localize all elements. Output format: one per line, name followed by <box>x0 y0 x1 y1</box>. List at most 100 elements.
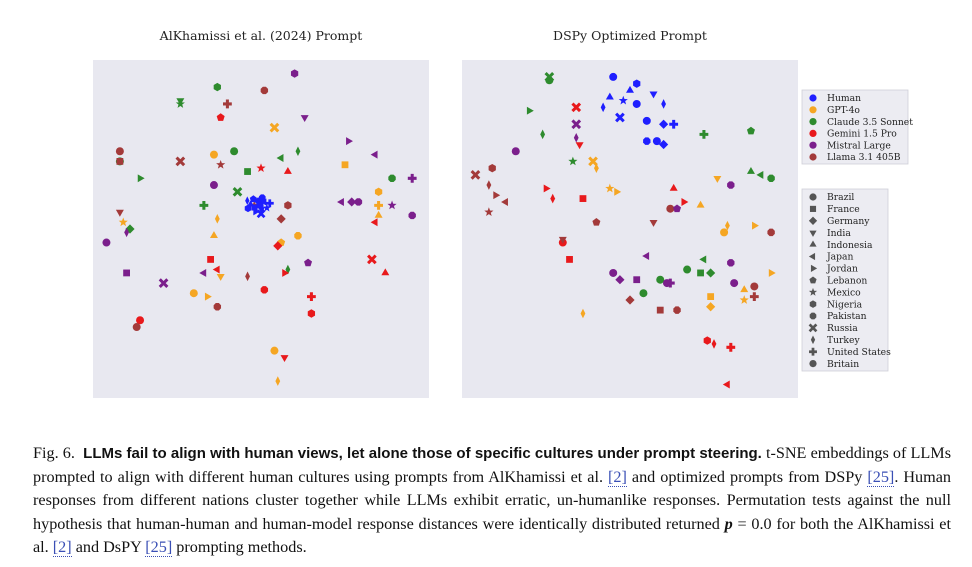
legend-label: Indonesia <box>827 240 873 251</box>
point-gemini-1-5-pro-japan <box>370 218 378 227</box>
legend-label: Brazil <box>827 192 854 203</box>
point-gpt-4o-turkey <box>214 214 220 224</box>
point-human-russia <box>615 112 625 123</box>
point-gemini-1-5-pro-mexico <box>256 163 266 173</box>
legend-marker-octagon-icon <box>809 312 817 320</box>
point-claude-3-5-sonnet-turkey <box>295 146 301 157</box>
point-llama-3-1-405b-russia <box>470 170 481 180</box>
point-human-britain <box>632 99 641 108</box>
point-human-mexico <box>618 95 628 105</box>
citation-link-25b[interactable]: [25] <box>145 538 173 557</box>
point-mistral-large-japan <box>370 150 378 159</box>
point-llama-3-1-405b-india <box>115 209 124 217</box>
legend-marker-mistral-large <box>809 141 817 149</box>
point-gpt-4o-russia <box>269 122 280 133</box>
legend-label: Britain <box>827 359 859 370</box>
point-claude-3-5-sonnet-britain <box>683 265 692 274</box>
point-gpt-4o-india <box>713 176 722 183</box>
legend-marker-human <box>809 94 817 102</box>
citation-link-25[interactable]: [25] <box>867 467 895 487</box>
point-llama-3-1-405b-germany <box>625 295 635 305</box>
point-claude-3-5-sonnet-japan <box>699 255 707 264</box>
point-human-pakistan <box>643 137 651 145</box>
point-gpt-4o-jordan <box>204 292 212 301</box>
point-mistral-large-turkey <box>573 132 579 143</box>
legend-marker-claude-3-5-sonnet <box>809 118 817 126</box>
legend-marker-hexagon-icon <box>809 300 817 308</box>
point-gpt-4o-brazil <box>270 346 279 355</box>
point-claude-3-5-sonnet-britain <box>230 147 239 156</box>
caption-text-3: . Human responses from different nations… <box>33 467 952 533</box>
point-llama-3-1-405b-united-states <box>223 99 232 109</box>
legend-marker-triangle-right-icon <box>810 264 818 272</box>
point-gpt-4o-france <box>341 161 349 169</box>
point-gpt-4o-turkey <box>275 376 281 386</box>
point-llama-3-1-405b-india <box>558 236 567 244</box>
point-mistral-large-nigeria <box>290 69 299 78</box>
point-human-britain <box>642 116 651 125</box>
point-gemini-1-5-pro-russia <box>367 254 377 265</box>
legend-marker-llama-3-1-405b <box>809 153 817 161</box>
point-claude-3-5-sonnet-lebanon <box>746 126 755 135</box>
point-mistral-large-germany <box>615 275 625 285</box>
point-llama-3-1-405b-pakistan <box>673 306 681 314</box>
point-llama-3-1-405b-lebanon <box>592 218 601 226</box>
point-gemini-1-5-pro-indonesia <box>283 166 292 174</box>
point-gpt-4o-france <box>707 293 715 300</box>
point-claude-3-5-sonnet-indonesia <box>746 166 755 174</box>
point-mistral-large-russia <box>571 119 582 130</box>
citation-link-2b[interactable]: [2] <box>52 538 72 557</box>
point-llama-3-1-405b-japan <box>501 197 508 206</box>
point-human-united-states <box>669 119 679 129</box>
point-claude-3-5-sonnet-united-states <box>199 200 209 210</box>
point-human-turkey <box>600 102 606 113</box>
legend-label: United States <box>827 347 891 358</box>
legend-marker-circle-icon <box>809 193 817 201</box>
point-gpt-4o-jordan <box>752 221 759 230</box>
point-gemini-1-5-pro-nigeria <box>307 309 316 318</box>
point-gpt-4o-russia <box>588 156 598 167</box>
point-gpt-4o-indonesia <box>374 210 383 218</box>
point-gpt-4o-turkey <box>594 163 599 173</box>
point-mistral-large-brazil <box>730 279 739 288</box>
point-claude-3-5-sonnet-brazil <box>545 76 554 85</box>
point-gpt-4o-india <box>216 274 225 281</box>
point-gpt-4o-jordan <box>768 268 776 277</box>
legend-marker-thin-diamond-icon <box>810 335 816 345</box>
caption-text-4: = 0.0 for both the AlKhamissi et al. <box>33 514 951 557</box>
caption-text-6: prompting methods. <box>172 538 307 556</box>
legend-marker-pentagon-icon <box>809 276 817 284</box>
point-mistral-large-lebanon <box>673 204 682 213</box>
point-llama-3-1-405b-india <box>649 219 658 227</box>
point-claude-3-5-sonnet-russia <box>232 186 243 197</box>
point-claude-3-5-sonnet-britain <box>639 289 648 298</box>
point-human-cluster <box>258 194 266 202</box>
point-mistral-large-france <box>633 276 641 284</box>
point-human-cluster <box>256 209 266 219</box>
point-human-brazil <box>609 72 618 81</box>
point-claude-3-5-sonnet-pakistan <box>767 174 775 182</box>
point-gpt-4o-indonesia <box>209 231 218 239</box>
legend-label: Lebanon <box>827 276 867 287</box>
point-human-germany <box>659 139 669 150</box>
point-llama-3-1-405b-turkey <box>245 271 250 282</box>
legend-marker-plus-icon <box>809 347 817 356</box>
point-human-cluster <box>262 203 272 212</box>
point-gpt-4o-turkey <box>725 220 730 231</box>
point-human-nigeria <box>633 79 641 88</box>
point-claude-3-5-sonnet-turkey <box>285 264 291 275</box>
legend-label: India <box>827 228 851 239</box>
right-plot-markers <box>470 72 776 389</box>
left-plot-title: AlKhamissi et al. (2024) Prompt <box>159 28 363 43</box>
point-gemini-1-5-pro-united-states <box>307 292 316 301</box>
legend-marker-square-icon <box>809 205 817 212</box>
legend-marker-x-icon <box>808 323 818 333</box>
point-mistral-large-britain <box>209 181 218 190</box>
point-claude-3-5-sonnet-japan <box>756 170 764 179</box>
point-mistral-large-germany <box>347 197 357 207</box>
point-gemini-1-5-pro-jordan <box>681 197 689 206</box>
citation-link-2[interactable]: [2] <box>608 467 627 487</box>
point-claude-3-5-sonnet-jordan <box>526 106 534 115</box>
legend-marker-gpt-4o <box>809 106 817 114</box>
legend-marker-triangle-up-icon <box>809 240 817 247</box>
